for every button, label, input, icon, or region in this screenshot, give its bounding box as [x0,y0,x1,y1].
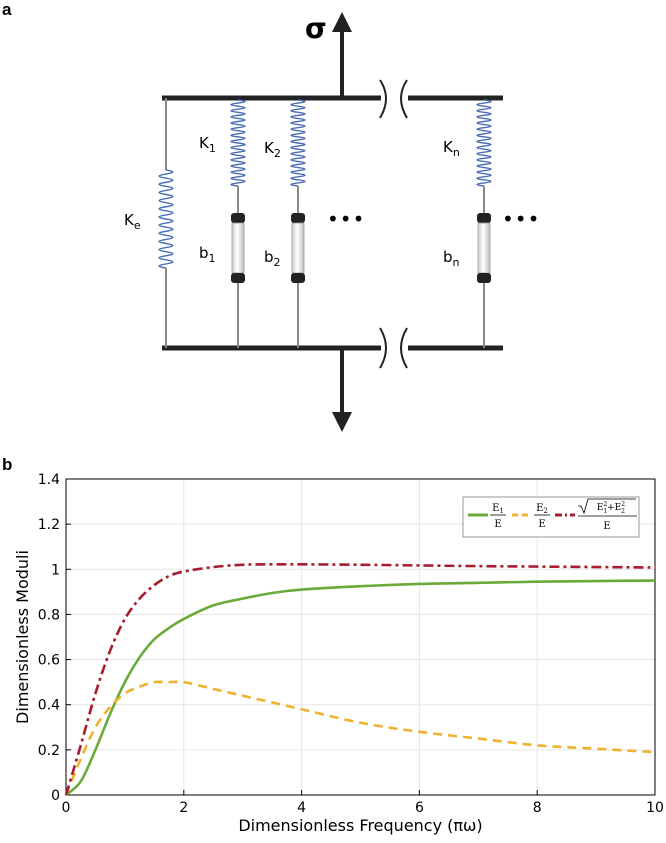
y-axis-label: Dimensionless Moduli [13,550,32,724]
b1-label: b1 [199,244,216,265]
y-tick-label: 0 [51,788,60,804]
dashpot-cap-top [291,213,305,223]
b1-dashpot [231,205,245,348]
dashpot-cap-bottom [477,273,491,283]
legend-mag-label: E2 1+E2 2 E [578,498,637,532]
chart-legend: E1 E E2 E E2 1+E2 2 E [462,496,640,538]
bottom-break-mark-1 [379,327,387,369]
svg-text:E: E [494,519,501,530]
x-tick-label: 2 [179,800,188,816]
k2-label: K2 [264,139,281,160]
bn-label: bn [443,248,460,269]
y-tick-label: 0.8 [38,607,60,623]
y-tick-label: 1.2 [38,517,60,533]
generalized-maxwell-diagram: σ Ke K1 b1 K2 b2 ••• Kn bn ••• [124,12,540,432]
k1-label: K1 [199,134,216,155]
stress-label: σ [305,12,327,45]
dashpot-cap-bottom [231,273,245,283]
y-tick-label: 1.4 [38,472,60,488]
spring-coil [476,99,492,187]
panel-a-label: a [2,0,12,19]
chart-series [64,562,656,797]
legend-e2-label: E2 E [534,503,550,530]
b2-label: b2 [264,248,281,269]
spring-coil [158,169,174,269]
y-tick-label: 0.2 [38,743,60,759]
ke-spring [158,169,174,269]
ellipsis-right: ••• [502,207,540,231]
legend-e1-label: E1 E [490,503,506,530]
dashpot-cap-top [477,213,491,223]
x-tick-label: 8 [533,800,542,816]
legend-box [462,496,640,538]
svg-text:E21+E22: E2 1+E2 2 [597,501,625,515]
ellipsis-middle: ••• [327,207,365,231]
y-tick-label: 0.6 [38,653,60,669]
ke-label: Ke [124,211,141,232]
series-line-2 [64,680,656,796]
svg-text:E1: E1 [492,503,504,515]
top-stress-arrow-head [332,12,352,32]
kn-label: Kn [443,138,460,159]
x-tick-label: 4 [297,800,306,816]
top-break-mark-2 [400,79,408,119]
spring-coil [230,99,246,187]
x-axis-label: Dimensionless Frequency (πω) [238,816,482,835]
x-tick-label: 6 [415,800,424,816]
series-line-3 [64,562,656,796]
spring-coil [290,99,306,187]
top-break-mark-1 [379,79,387,119]
y-tick-label: 0.4 [38,698,60,714]
y-tick-label: 1 [51,562,60,578]
dashpot-cap-top [231,213,245,223]
chart-ticks: 0 2 4 6 8 10 0 0.2 0.4 0.6 0.8 1 1.2 1.4 [38,472,664,816]
panel-b-label: b [2,455,13,474]
bottom-stress-arrow-head [332,412,352,432]
b2-dashpot [291,205,305,348]
x-tick-label: 0 [62,800,71,816]
plot-frame [65,478,656,796]
svg-text:E: E [538,519,545,530]
svg-text:E: E [603,521,610,532]
dashpot-cap-bottom [291,273,305,283]
x-tick-label: 10 [646,800,664,816]
series-line-1 [65,579,656,797]
bottom-break-mark-2 [400,327,408,369]
bn-dashpot [477,205,491,348]
svg-text:E2: E2 [536,503,548,515]
